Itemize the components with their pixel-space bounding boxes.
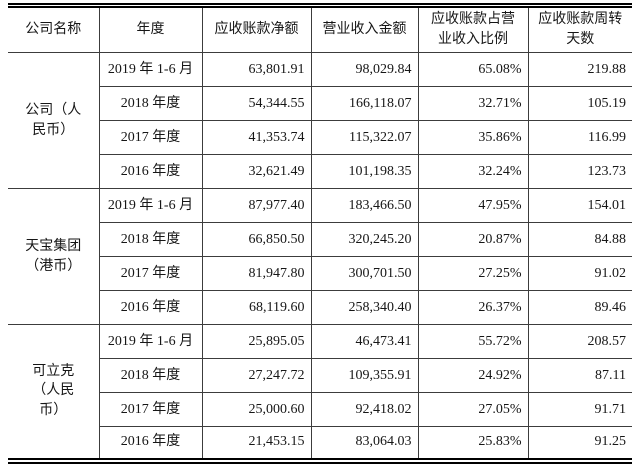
header-cell-turnover-days: 应收账款周转 天数 (527, 5, 632, 53)
company-cell: 公司（人 民币） (8, 52, 100, 189)
net-receivables-cell: 54,344.55 (201, 86, 312, 121)
revenue-cell: 98,029.84 (310, 52, 419, 87)
period-cell: 2019 年 1-6 月 (98, 324, 203, 359)
ratio-cell: 35.86% (417, 120, 529, 155)
net-receivables-cell: 21,453.15 (201, 426, 312, 461)
table-row: 2018 年度 66,850.50 320,245.20 20.87% 84.8… (8, 222, 632, 257)
period-cell: 2017 年度 (98, 256, 203, 291)
header-cell-company-name: 公司名称 (8, 5, 100, 53)
revenue-cell: 320,245.20 (310, 222, 419, 257)
revenue-cell: 83,064.03 (310, 426, 419, 461)
period-cell: 2017 年度 (98, 120, 203, 155)
table-row: 2017 年度 25,000.60 92,418.02 27.05% 91.71 (8, 392, 632, 427)
turnover-days-cell: 154.01 (527, 188, 632, 223)
net-receivables-cell: 27,247.72 (201, 358, 312, 393)
turnover-days-cell: 89.46 (527, 290, 632, 325)
turnover-days-cell: 91.02 (527, 256, 632, 291)
table-row: 2016 年度 21,453.15 83,064.03 25.83% 91.25 (8, 426, 632, 461)
receivables-comparison-table: 公司名称 年度 应收账款净额 营业收入金额 应收账款占营 业收入比例 应收账款周… (8, 3, 632, 464)
table-row: 2017 年度 41,353.74 115,322.07 35.86% 116.… (8, 120, 632, 155)
net-receivables-cell: 68,119.60 (201, 290, 312, 325)
period-cell: 2018 年度 (98, 86, 203, 121)
revenue-cell: 183,466.50 (310, 188, 419, 223)
period-cell: 2018 年度 (98, 358, 203, 393)
header-cell-year: 年度 (98, 5, 203, 53)
header-row: 公司名称 年度 应收账款净额 营业收入金额 应收账款占营 业收入比例 应收账款周… (8, 5, 632, 53)
period-cell: 2016 年度 (98, 290, 203, 325)
table-row: 2016 年度 32,621.49 101,198.35 32.24% 123.… (8, 154, 632, 189)
revenue-cell: 258,340.40 (310, 290, 419, 325)
period-cell: 2018 年度 (98, 222, 203, 257)
table-row: 2018 年度 54,344.55 166,118.07 32.71% 105.… (8, 86, 632, 121)
net-receivables-cell: 66,850.50 (201, 222, 312, 257)
turnover-days-cell: 84.88 (527, 222, 632, 257)
period-cell: 2017 年度 (98, 392, 203, 427)
turnover-days-cell: 87.11 (527, 358, 632, 393)
net-receivables-cell: 25,000.60 (201, 392, 312, 427)
revenue-cell: 109,355.91 (310, 358, 419, 393)
header-cell-revenue: 营业收入金额 (310, 5, 419, 53)
turnover-days-cell: 91.71 (527, 392, 632, 427)
table-row: 2016 年度 68,119.60 258,340.40 26.37% 89.4… (8, 290, 632, 325)
ratio-cell: 27.25% (417, 256, 529, 291)
period-cell: 2016 年度 (98, 426, 203, 461)
table-row: 公司（人 民币） 2019 年 1-6 月 63,801.91 98,029.8… (8, 52, 632, 189)
revenue-cell: 166,118.07 (310, 86, 419, 121)
ratio-cell: 47.95% (417, 188, 529, 223)
net-receivables-cell: 25,895.05 (201, 324, 312, 359)
net-receivables-cell: 81,947.80 (201, 256, 312, 291)
ratio-cell: 27.05% (417, 392, 529, 427)
net-receivables-cell: 32,621.49 (201, 154, 312, 189)
ratio-cell: 32.24% (417, 154, 529, 189)
period-cell: 2019 年 1-6 月 (98, 188, 203, 223)
table-row: 天宝集团 （港币） 2019 年 1-6 月 87,977.40 183,466… (8, 188, 632, 325)
revenue-cell: 46,473.41 (310, 324, 419, 359)
table-row: 2017 年度 81,947.80 300,701.50 27.25% 91.0… (8, 256, 632, 291)
turnover-days-cell: 208.57 (527, 324, 632, 359)
table-row: 2018 年度 27,247.72 109,355.91 24.92% 87.1… (8, 358, 632, 393)
ratio-cell: 55.72% (417, 324, 529, 359)
period-cell: 2016 年度 (98, 154, 203, 189)
turnover-days-cell: 91.25 (527, 426, 632, 461)
turnover-days-cell: 105.19 (527, 86, 632, 121)
revenue-cell: 92,418.02 (310, 392, 419, 427)
ratio-cell: 24.92% (417, 358, 529, 393)
ratio-cell: 26.37% (417, 290, 529, 325)
net-receivables-cell: 87,977.40 (201, 188, 312, 223)
turnover-days-cell: 219.88 (527, 52, 632, 87)
turnover-days-cell: 123.73 (527, 154, 632, 189)
ratio-cell: 32.71% (417, 86, 529, 121)
table-row: 可立克 （人民 币） 2019 年 1-6 月 25,895.05 46,473… (8, 324, 632, 461)
net-receivables-cell: 63,801.91 (201, 52, 312, 87)
ratio-cell: 65.08% (417, 52, 529, 87)
net-receivables-cell: 41,353.74 (201, 120, 312, 155)
revenue-cell: 101,198.35 (310, 154, 419, 189)
ratio-cell: 20.87% (417, 222, 529, 257)
header-cell-net-receivables: 应收账款净额 (201, 5, 312, 53)
ratio-cell: 25.83% (417, 426, 529, 461)
header-cell-receivables-ratio: 应收账款占营 业收入比例 (417, 5, 529, 53)
revenue-cell: 300,701.50 (310, 256, 419, 291)
company-cell: 可立克 （人民 币） (8, 324, 100, 461)
turnover-days-cell: 116.99 (527, 120, 632, 155)
company-cell: 天宝集团 （港币） (8, 188, 100, 325)
period-cell: 2019 年 1-6 月 (98, 52, 203, 87)
revenue-cell: 115,322.07 (310, 120, 419, 155)
